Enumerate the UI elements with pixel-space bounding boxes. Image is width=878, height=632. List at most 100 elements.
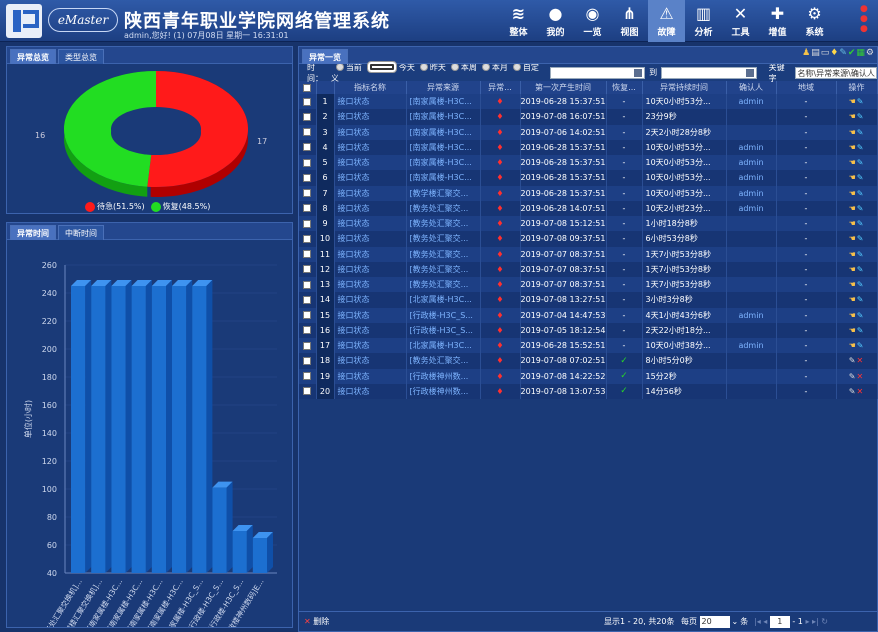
confirmed-by[interactable]: admin bbox=[726, 200, 777, 216]
row-checkbox[interactable] bbox=[303, 326, 312, 335]
confirmed-by[interactable]: admin bbox=[726, 170, 777, 186]
nav-gear[interactable]: ⚙ 系统 bbox=[796, 0, 833, 42]
hand-icon[interactable]: ☚ bbox=[848, 203, 857, 213]
row-checkbox-cell[interactable] bbox=[299, 307, 317, 323]
tab-interrupt-time[interactable]: 中断时间 bbox=[58, 225, 104, 240]
metric-name-link[interactable]: 接口状态 bbox=[334, 200, 407, 216]
confirmed-by[interactable] bbox=[726, 109, 777, 125]
row-checkbox[interactable] bbox=[303, 341, 312, 350]
edit-icon[interactable]: ✎ bbox=[856, 112, 865, 122]
row-checkbox-cell[interactable] bbox=[299, 139, 317, 155]
time-option-1[interactable]: 今天 bbox=[362, 61, 415, 73]
edit-icon[interactable]: ✎ bbox=[856, 325, 865, 335]
edit-icon[interactable]: ✎ bbox=[856, 173, 865, 183]
table-row[interactable]: 16 接口状态 [行政楼-H3C_S... ♦ 2019-07-05 18:12:54 -… bbox=[299, 322, 878, 338]
hand-icon[interactable]: ☚ bbox=[848, 234, 857, 244]
row-checkbox-cell[interactable] bbox=[299, 246, 317, 262]
hand-icon[interactable]: ☚ bbox=[848, 112, 857, 122]
row-checkbox[interactable] bbox=[303, 234, 312, 243]
anomaly-source-link[interactable]: [教务处汇聚交... bbox=[406, 353, 481, 369]
row-checkbox[interactable] bbox=[303, 112, 312, 121]
location-pin-icon[interactable]: ♦ bbox=[496, 386, 504, 396]
tab-anomaly-time[interactable]: 异常时间 bbox=[10, 225, 56, 240]
confirmed-by[interactable] bbox=[726, 353, 777, 369]
location-pin-icon[interactable]: ♦ bbox=[496, 280, 504, 290]
row-checkbox-cell[interactable] bbox=[299, 124, 317, 140]
confirmed-by[interactable] bbox=[726, 216, 777, 232]
table-row[interactable]: 18 接口状态 [教务处汇聚交... ♦ 2019-07-08 07:02:51 ✓ 8小时… bbox=[299, 353, 878, 369]
location-pin-icon[interactable]: ♦ bbox=[496, 325, 504, 335]
edit-icon[interactable]: ✎ bbox=[856, 280, 865, 290]
metric-name-link[interactable]: 接口状态 bbox=[334, 383, 407, 399]
location-pin-icon[interactable]: ♦ bbox=[496, 341, 504, 351]
row-checkbox[interactable] bbox=[303, 387, 312, 396]
first-page-icon[interactable]: |◂ bbox=[754, 617, 761, 626]
nav-warning[interactable]: ⚠ 故障 bbox=[648, 0, 685, 42]
row-checkbox-cell[interactable] bbox=[299, 383, 317, 399]
table-row[interactable]: 1 接口状态 [南家属楼-H3C... ♦ 2019-06-28 15:37:51 - 10… bbox=[299, 94, 878, 110]
prev-page-icon[interactable]: ◂ bbox=[763, 617, 768, 626]
row-checkbox[interactable] bbox=[303, 219, 312, 228]
tab-anomaly-list[interactable]: 异常一览 bbox=[302, 49, 348, 64]
anomaly-source-link[interactable]: [教务处汇聚交... bbox=[406, 216, 481, 232]
anomaly-source-link[interactable]: [教务处汇聚交... bbox=[406, 200, 481, 216]
alarm-light-icon[interactable]: ● ● ● bbox=[860, 4, 868, 34]
location-pin-icon[interactable]: ♦ bbox=[496, 234, 504, 244]
anomaly-source-link[interactable]: [教务处汇聚交... bbox=[406, 261, 481, 277]
table-row[interactable]: 2 接口状态 [南家属楼-H3C... ♦ 2019-07-08 16:07:51 - 23… bbox=[299, 109, 878, 125]
confirmed-by[interactable] bbox=[726, 124, 777, 140]
refresh-icon[interactable]: ↻ bbox=[821, 617, 828, 626]
nav-layers[interactable]: ≋ 整体 bbox=[500, 0, 537, 42]
confirmed-by[interactable] bbox=[726, 383, 777, 399]
row-checkbox-cell[interactable] bbox=[299, 200, 317, 216]
location-pin-icon[interactable]: ♦ bbox=[496, 203, 504, 213]
select-all-checkbox[interactable] bbox=[303, 83, 312, 92]
location-pin-icon[interactable]: ♦ bbox=[496, 219, 504, 229]
row-checkbox-cell[interactable] bbox=[299, 109, 317, 125]
nav-overview[interactable]: ◉ 一览 bbox=[574, 0, 611, 42]
row-checkbox[interactable] bbox=[303, 356, 312, 365]
location-pin-icon[interactable]: ♦ bbox=[496, 295, 504, 305]
confirmed-by[interactable] bbox=[726, 292, 777, 308]
location-pin-icon[interactable]: ♦ bbox=[496, 264, 504, 274]
chevron-down-icon[interactable]: ⌄ bbox=[731, 617, 739, 626]
table-row[interactable]: 8 接口状态 [教务处汇聚交... ♦ 2019-06-28 14:07:51 - 10天2… bbox=[299, 200, 878, 216]
hand-icon[interactable]: ☚ bbox=[848, 142, 857, 152]
row-checkbox-cell[interactable] bbox=[299, 170, 317, 186]
anomaly-source-link[interactable]: [行政楼-H3C_S... bbox=[406, 307, 481, 323]
page-number-input[interactable]: 1 bbox=[769, 615, 790, 628]
edit-icon[interactable]: ✎ bbox=[856, 127, 865, 137]
monitor-icon[interactable]: ▭ bbox=[820, 48, 831, 58]
location-pin-icon[interactable]: ♦ bbox=[496, 188, 504, 198]
anomaly-source-link[interactable]: [行政楼神州数... bbox=[406, 368, 481, 384]
edit-icon[interactable]: ✎ bbox=[856, 97, 865, 107]
edit-icon[interactable]: ✎ bbox=[848, 371, 857, 381]
edit-icon[interactable]: ✎ bbox=[856, 249, 865, 259]
row-checkbox[interactable] bbox=[303, 128, 312, 137]
row-checkbox-cell[interactable] bbox=[299, 185, 317, 201]
hand-icon[interactable]: ☚ bbox=[848, 341, 857, 351]
row-checkbox[interactable] bbox=[303, 143, 312, 152]
edit-icon[interactable]: ✎ bbox=[839, 48, 848, 58]
row-checkbox-cell[interactable] bbox=[299, 155, 317, 171]
row-checkbox-cell[interactable] bbox=[299, 292, 317, 308]
metric-name-link[interactable]: 接口状态 bbox=[334, 338, 407, 354]
edit-icon[interactable]: ✎ bbox=[856, 188, 865, 198]
hand-icon[interactable]: ☚ bbox=[848, 173, 857, 183]
table-row[interactable]: 11 接口状态 [教务处汇聚交... ♦ 2019-07-07 08:37:51 - 1天7… bbox=[299, 246, 878, 262]
anomaly-source-link[interactable]: [南家属楼-H3C... bbox=[406, 109, 481, 125]
nav-bar-chart[interactable]: ▥ 分析 bbox=[685, 0, 722, 42]
edit-icon[interactable]: ✎ bbox=[856, 310, 865, 320]
bulb-icon[interactable]: ♦ bbox=[830, 48, 840, 58]
metric-name-link[interactable]: 接口状态 bbox=[334, 277, 407, 293]
table-row[interactable]: 19 接口状态 [行政楼神州数... ♦ 2019-07-08 14:22:52 ✓ 15分… bbox=[299, 368, 878, 384]
radio-button[interactable] bbox=[481, 63, 490, 71]
edit-icon[interactable]: ✎ bbox=[856, 203, 865, 213]
radio-button[interactable] bbox=[512, 63, 521, 71]
confirmed-by[interactable] bbox=[726, 231, 777, 247]
table-row[interactable]: 12 接口状态 [教务处汇聚交... ♦ 2019-07-07 08:37:51 - 1天7… bbox=[299, 261, 878, 277]
row-checkbox[interactable] bbox=[303, 204, 312, 213]
row-checkbox-cell[interactable] bbox=[299, 277, 317, 293]
location-pin-icon[interactable]: ♦ bbox=[496, 112, 504, 122]
row-checkbox[interactable] bbox=[303, 189, 312, 198]
